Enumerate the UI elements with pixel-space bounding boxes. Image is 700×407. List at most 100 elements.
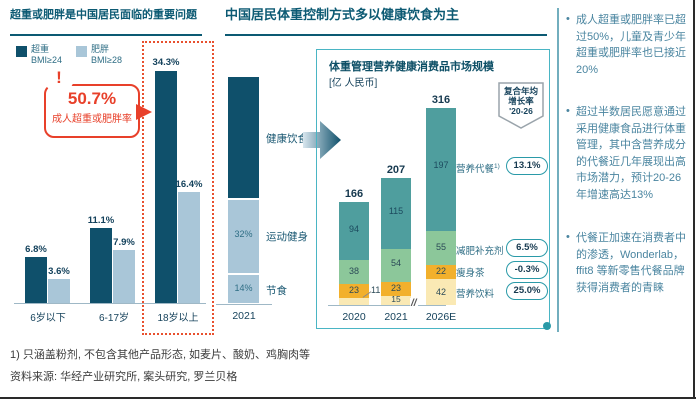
value-label: 34.3% [152, 57, 180, 68]
cagr-line2: 增长率 [508, 96, 534, 107]
series-label-nutrition-drink: 营养饮料 [456, 286, 494, 300]
series-label-meal-replacement: 营养代餐1) [456, 161, 500, 175]
left-chart-title: 超重或肥胖是中国居民面临的重要问题 [10, 9, 197, 21]
series-label-text: 减肥补充剂 [456, 246, 504, 257]
box-corner-dot [543, 322, 551, 330]
segment-pct: 32% [234, 229, 253, 239]
legend-obese-bmi: BMI≥28 [91, 55, 122, 66]
series-label-text: 瘦身茶 [456, 268, 485, 279]
category-label: 18岁以上 [157, 313, 199, 324]
axis-break-mark: // [410, 298, 418, 309]
bar-2020-slimming-tea [339, 284, 369, 298]
left-title-rule [10, 34, 202, 36]
value-label: 11.1% [87, 215, 115, 226]
legend-overweight-text: 超重 [31, 44, 50, 54]
bar-2026e-meal-replacement [426, 108, 456, 231]
page-right-border [693, 0, 695, 399]
page-bottom-border [0, 397, 696, 399]
bar-6to17-overweight [90, 228, 112, 303]
legend-swatch-obese [76, 46, 87, 57]
seg-value: 115 [388, 206, 404, 216]
seg-value: 94 [348, 224, 359, 234]
value-label: 7.9% [113, 237, 135, 248]
middle-title-rule [225, 34, 547, 36]
middle-x-axis [216, 304, 272, 305]
bar-2021-slimming-tea [381, 282, 411, 296]
series-label-text: 营养代餐 [456, 164, 495, 175]
cagr-oval-tea: -0.3% [506, 261, 548, 279]
category-label: 6-17岁 [98, 313, 129, 324]
cagr-line1: 复合年均 [503, 86, 538, 96]
seg-value: 15 [391, 294, 401, 304]
seg-value-outside: 11 [371, 285, 381, 295]
bullet-dot: • [566, 13, 570, 25]
sidebar-bullet-1: 成人超重或肥胖率已超过50%，儿童及青少年超重或肥胖率也已接近20% [576, 14, 687, 76]
series-label-text: 营养饮料 [456, 289, 495, 300]
bullet-dot: • [566, 105, 570, 117]
callout-tail [136, 104, 152, 120]
legend-label-overweight: 超重 BMI≥24 [31, 44, 62, 67]
legend-overweight-bmi: BMI≥24 [31, 55, 62, 66]
stack-healthy-diet [228, 77, 259, 198]
callout-bubble: 50.7% 成人超重或肥胖率 [44, 84, 140, 138]
cagr-pennant-shape [498, 82, 544, 129]
cagr-oval-meal: 13.1% [506, 157, 548, 175]
market-chart-unit: [亿 人民币] [329, 78, 378, 89]
bar-adult-overweight [155, 71, 177, 303]
seg-value: 22 [435, 266, 446, 276]
highlight-dotted-box [142, 41, 214, 335]
bar-adult-obese [178, 192, 200, 303]
bar-6to17-obese [113, 250, 135, 303]
footnote-1: 1) 只涵盖粉剂, 不包含其他产品形态, 如麦片、酸奶、鸡胸肉等 [10, 349, 311, 361]
sidebar-bullet-3: 代餐正加速在消费者中的渗透，Wonderlab，ffit8 等新零售代餐品牌获得… [576, 232, 686, 294]
exclamation-icon: ! [47, 66, 71, 90]
legend-swatch-overweight [16, 46, 27, 57]
total-label-2026e: 316 [431, 94, 451, 106]
bar-2021-supplement [381, 249, 411, 282]
callout-value: 50.7% [67, 89, 117, 108]
year-label: 2020 [342, 311, 366, 323]
market-x-axis [328, 305, 446, 306]
total-label-2021: 207 [386, 164, 406, 176]
bar-under6-overweight [25, 257, 47, 303]
market-chart-title: 体重管理营养健康消费品市场规模 [329, 61, 494, 73]
segment-label-exercise: 运动健身 [266, 231, 308, 243]
seg-value: 42 [435, 287, 446, 297]
year-label: 2026E [425, 311, 457, 323]
value-label: 3.6% [48, 266, 70, 277]
bar-2026e-supplement [426, 231, 456, 265]
legend-label-obese: 肥胖 BMI≥28 [91, 44, 122, 67]
legend-obese-text: 肥胖 [91, 44, 110, 54]
left-x-axis [14, 303, 206, 304]
seg-value: 197 [433, 160, 449, 170]
bar-under6-obese [48, 279, 70, 303]
segment-label-dieting: 节食 [266, 285, 287, 297]
seg-value: 23 [390, 283, 401, 293]
bar-2021-nutrition-drink [381, 296, 411, 305]
series-label-slimming-tea: 瘦身茶 [456, 265, 485, 279]
series-label-supplement: 减肥补充剂 [456, 243, 504, 257]
cagr-oval-drink: 25.0% [506, 282, 548, 300]
bullet-dot: • [566, 231, 570, 243]
bar-2020-meal-replacement [339, 202, 369, 260]
total-label-2020: 166 [344, 188, 364, 200]
sidebar-bullet-2: 超过半数居民愿意通过采用健康食品进行体重管理，其中含营养成分的代餐近几年展现出高… [576, 106, 686, 201]
bar-2020-nutrition-drink [339, 298, 369, 305]
segment-label-healthy-diet: 健康饮食 [266, 133, 308, 145]
segment-pct: 14% [234, 283, 253, 293]
seg-value: 54 [390, 258, 401, 268]
bar-2026e-slimming-tea [426, 265, 456, 279]
value-label: 16.4% [175, 179, 203, 190]
stack-exercise [228, 200, 259, 273]
seg-value: 38 [348, 266, 359, 276]
stack-dieting [228, 275, 259, 303]
seg-value: 55 [435, 242, 446, 252]
middle-chart-title: 中国居民体重控制方式多以健康饮食为主 [225, 7, 460, 22]
value-label: 6.8% [25, 244, 47, 255]
cagr-oval-supplement: 6.5% [506, 239, 548, 257]
cagr-pennant-text: 复合年均 增长率 '20-26 [498, 86, 544, 117]
bar-2020-supplement [339, 260, 369, 284]
right-arrow-icon [303, 121, 341, 159]
callout-label: 成人超重或肥胖率 [52, 114, 132, 125]
